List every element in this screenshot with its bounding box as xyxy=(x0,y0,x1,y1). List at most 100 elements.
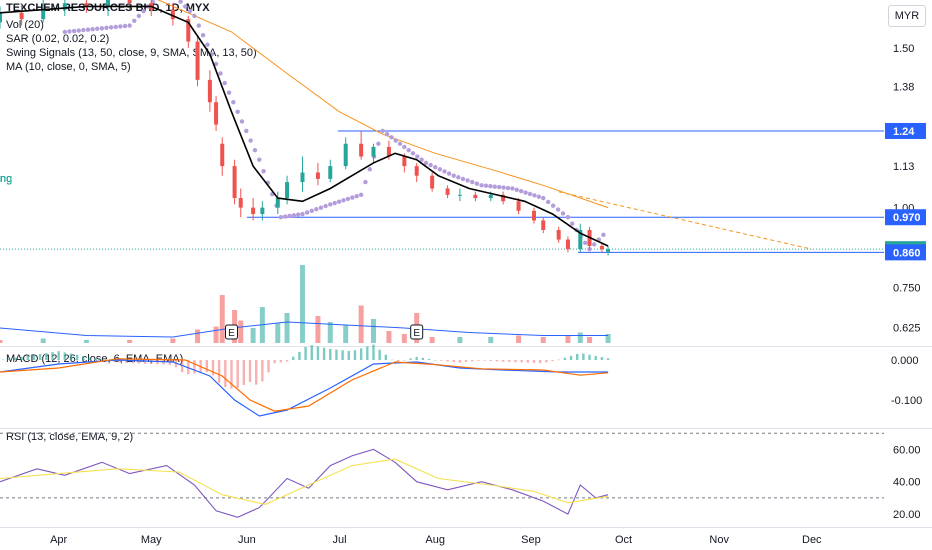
sar-dot xyxy=(205,42,210,47)
macd-histogram-bar xyxy=(384,354,388,360)
sar-dot xyxy=(419,157,424,162)
macd-histogram-bar xyxy=(477,360,480,361)
sar-dot xyxy=(565,215,571,220)
sar-dot xyxy=(505,185,511,191)
sar-dot xyxy=(261,169,266,174)
sar-dot xyxy=(601,232,606,237)
sar-dot xyxy=(108,25,114,30)
long-signal-label: Long xyxy=(0,173,12,185)
macd-histogram-bar xyxy=(606,358,610,360)
candle-body xyxy=(300,172,305,183)
volume-bar xyxy=(238,320,244,343)
rsi-line xyxy=(0,448,609,518)
macd-histogram-bar xyxy=(217,360,221,383)
macd-histogram-bar xyxy=(569,355,573,360)
macd-histogram-bar xyxy=(452,360,455,363)
volume-bar xyxy=(577,332,583,343)
macd-histogram-bar xyxy=(322,347,326,360)
earnings-marker-label: E xyxy=(413,328,420,339)
macd-histogram-bar xyxy=(69,353,73,360)
macd-histogram-bar xyxy=(501,360,505,362)
sar-dot xyxy=(519,189,524,194)
volume-bar xyxy=(429,337,435,343)
macd-histogram-bar xyxy=(230,360,233,389)
x-tick-label: Nov xyxy=(709,534,729,546)
macd-histogram-bar xyxy=(600,357,604,360)
candle-body xyxy=(386,146,391,157)
legend-sar[interactable]: SAR (0.02, 0.02, 0.2) xyxy=(6,33,110,45)
sar-dot xyxy=(278,215,284,220)
macd-histogram-bar xyxy=(538,360,542,364)
macd-histogram-bar xyxy=(495,360,499,362)
candle-body xyxy=(371,146,376,157)
candle-body xyxy=(488,194,493,199)
macd-histogram-bar xyxy=(248,360,252,382)
earnings-marker-label: E xyxy=(228,328,235,339)
volume-bar xyxy=(358,305,364,343)
sar-dot xyxy=(376,141,381,146)
macd-histogram-bar xyxy=(594,355,597,360)
sar-dot xyxy=(442,169,447,174)
candle-body xyxy=(578,230,583,250)
sar-dot xyxy=(451,173,456,178)
macd-histogram-bar xyxy=(261,360,264,382)
sar-dot xyxy=(187,8,193,14)
sar-dot xyxy=(514,187,519,193)
macd-signal-line xyxy=(0,358,609,412)
macd-histogram-bar xyxy=(63,352,67,360)
macd-histogram-bar xyxy=(38,353,42,360)
sar-dot xyxy=(244,128,249,134)
sar-dot xyxy=(235,109,240,115)
rsi-y-tick-label: 40.00 xyxy=(893,477,921,489)
legend-ma[interactable]: MA (10, close, 0, SMA, 5) xyxy=(6,61,131,73)
candle-body xyxy=(315,172,320,179)
sar-dot xyxy=(300,211,305,217)
sar-dot xyxy=(437,167,443,172)
sar-dot xyxy=(550,203,556,208)
sar-dot xyxy=(62,29,68,35)
volume-bar xyxy=(565,335,571,343)
macd-histogram-bar xyxy=(409,358,412,360)
sar-dot xyxy=(141,8,146,14)
macd-histogram-bar xyxy=(378,349,381,360)
candle-body xyxy=(41,9,46,20)
volume-bar xyxy=(170,338,176,343)
macd-histogram-bar xyxy=(421,357,425,360)
macd-histogram-bar xyxy=(335,349,338,360)
candle-body xyxy=(275,198,280,208)
sar-dot xyxy=(456,175,461,180)
sar-dot xyxy=(252,147,258,153)
candle-body xyxy=(260,207,265,215)
macd-histogram-bar xyxy=(131,360,134,364)
sar-dot xyxy=(336,199,342,204)
candle-body xyxy=(414,166,419,176)
candle-body xyxy=(232,166,237,199)
macd-histogram-bar xyxy=(458,360,462,363)
y-tick-label: 0.625 xyxy=(893,322,921,334)
candle-body xyxy=(220,143,225,167)
macd-histogram-bar xyxy=(20,356,23,360)
volume-bar xyxy=(488,337,494,343)
sar-dot xyxy=(332,200,337,206)
macd-histogram-bar xyxy=(440,360,443,361)
rsi-y-tick-label: 60.00 xyxy=(893,444,921,456)
grid-lines xyxy=(0,346,932,528)
sar-dot xyxy=(104,25,109,31)
sar-dot xyxy=(536,194,542,199)
volume-bar xyxy=(343,325,349,343)
legend-rsi[interactable]: RSI (13, close, EMA, 9, 2) xyxy=(6,431,134,443)
sar-dot xyxy=(591,242,597,247)
legend-volume[interactable]: Vol (20) xyxy=(6,19,44,31)
candle-body xyxy=(195,41,200,80)
currency-button[interactable]: MYR xyxy=(888,5,926,27)
macd-histogram-bar xyxy=(341,350,344,360)
sar-dot xyxy=(99,26,105,31)
macd-histogram-bar xyxy=(211,360,215,376)
x-tick-label: Jun xyxy=(238,534,256,546)
sar-dot xyxy=(231,100,236,105)
legend-swing-signals[interactable]: Swing Signals (13, 50, close, 9, SMA, SM… xyxy=(6,47,257,59)
volume-bar xyxy=(40,338,46,343)
sar-dot xyxy=(532,193,537,198)
macd-histogram-bar xyxy=(254,360,258,385)
